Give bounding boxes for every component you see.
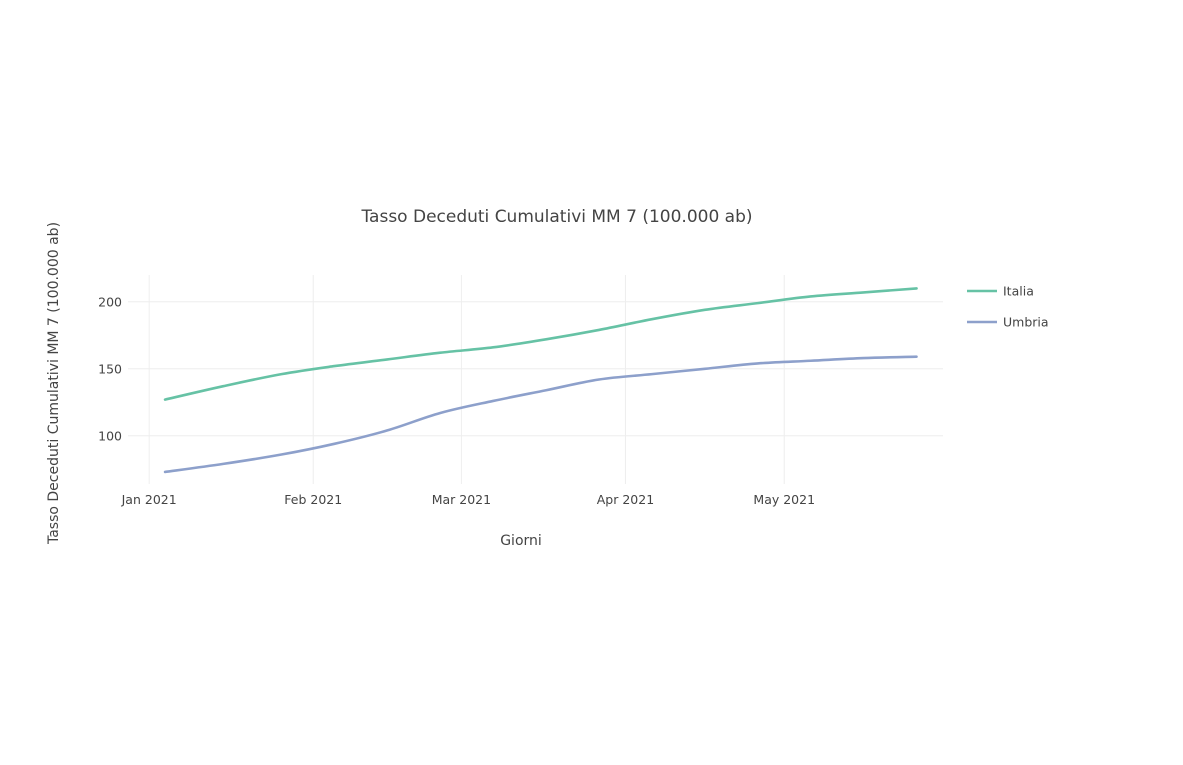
legend[interactable]: Italia Umbria [967, 284, 1049, 330]
x-tick-label: Feb 2021 [284, 492, 342, 507]
chart-title: Tasso Deceduti Cumulativi MM 7 (100.000 … [360, 207, 752, 227]
legend-label: Umbria [1003, 315, 1049, 330]
y-tick-label: 200 [98, 294, 122, 309]
series-line-umbria [163, 355, 918, 474]
gridlines [128, 275, 943, 484]
y-tick-label: 150 [98, 361, 122, 376]
series-line-italia [163, 287, 918, 401]
y-tick-label: 100 [98, 428, 122, 443]
series-lines [163, 287, 918, 474]
y-axis-title: Tasso Deceduti Cumulativi MM 7 (100.000 … [46, 222, 62, 545]
y-axis-ticks: 100 150 200 [98, 294, 122, 443]
x-tick-label: May 2021 [753, 492, 815, 507]
x-tick-label: Jan 2021 [121, 492, 177, 507]
legend-item-umbria[interactable]: Umbria [967, 315, 1049, 330]
x-tick-label: Mar 2021 [432, 492, 491, 507]
x-tick-label: Apr 2021 [597, 492, 654, 507]
legend-label: Italia [1003, 284, 1034, 299]
x-axis-ticks: Jan 2021 Feb 2021 Mar 2021 Apr 2021 May 2021 [121, 492, 815, 507]
legend-item-italia[interactable]: Italia [967, 284, 1034, 299]
x-axis-title: Giorni [500, 533, 542, 549]
